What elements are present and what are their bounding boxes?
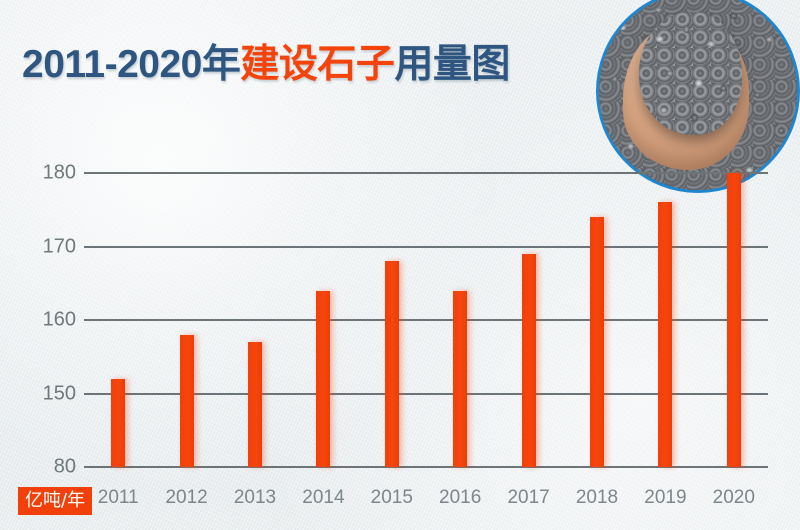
y-axis-tick-label: 150: [42, 382, 76, 404]
page-title: 2011-2020年建设石子用量图: [22, 33, 510, 89]
gravel-pile-shape: [638, 11, 742, 135]
x-axis-tick-label: 2012: [165, 487, 208, 508]
x-axis-tick-label: 2017: [507, 487, 550, 508]
bar-2014[interactable]: [316, 290, 331, 467]
bar-2018[interactable]: [590, 217, 604, 467]
x-axis-tick-label: 2014: [302, 487, 345, 508]
bar-2017[interactable]: [521, 253, 536, 467]
x-axis-tick-label: 2018: [575, 487, 619, 508]
unit-badge: 亿吨/年: [18, 487, 93, 515]
y-axis-tick-label: 160: [42, 308, 76, 331]
bar-2020[interactable]: [726, 173, 741, 467]
gridline: [84, 172, 768, 174]
title-segment-highlight: 建设石子: [240, 43, 395, 86]
gridline: [84, 245, 768, 248]
gravel-in-hand-photo: [596, 0, 800, 193]
bar-2019[interactable]: [658, 202, 673, 467]
bar-2013[interactable]: [248, 342, 262, 467]
gridline: [84, 319, 768, 321]
y-axis-labels: 180 170 160 150 80: [24, 162, 76, 478]
y-axis-tick-label: 180: [42, 161, 76, 184]
x-axis-labels: 2011 2012 2013 2014 2015 2016 2017 2018 2019 2020: [84, 487, 768, 513]
y-axis-tick-label: 80: [53, 455, 76, 478]
bar-2012[interactable]: [179, 334, 194, 467]
bar-2015[interactable]: [384, 261, 399, 467]
x-axis-tick-label: 2013: [233, 487, 277, 508]
gridline: [84, 392, 768, 395]
x-axis-tick-label: 2015: [370, 487, 413, 508]
bar-2016[interactable]: [453, 290, 468, 467]
x-axis-tick-label: 2011: [97, 487, 139, 508]
bar-2011[interactable]: [111, 378, 126, 467]
gridline: [84, 466, 768, 468]
plot-area: [84, 172, 768, 468]
title-segment-suffix: 用量图: [394, 43, 510, 86]
title-segment-years: 2011-2020年: [22, 43, 241, 86]
x-axis-tick-label: 2016: [439, 487, 482, 508]
y-axis-tick-label: 170: [42, 235, 76, 257]
x-axis-tick-label: 2019: [644, 487, 687, 508]
x-axis-tick-label: 2020: [712, 487, 755, 508]
